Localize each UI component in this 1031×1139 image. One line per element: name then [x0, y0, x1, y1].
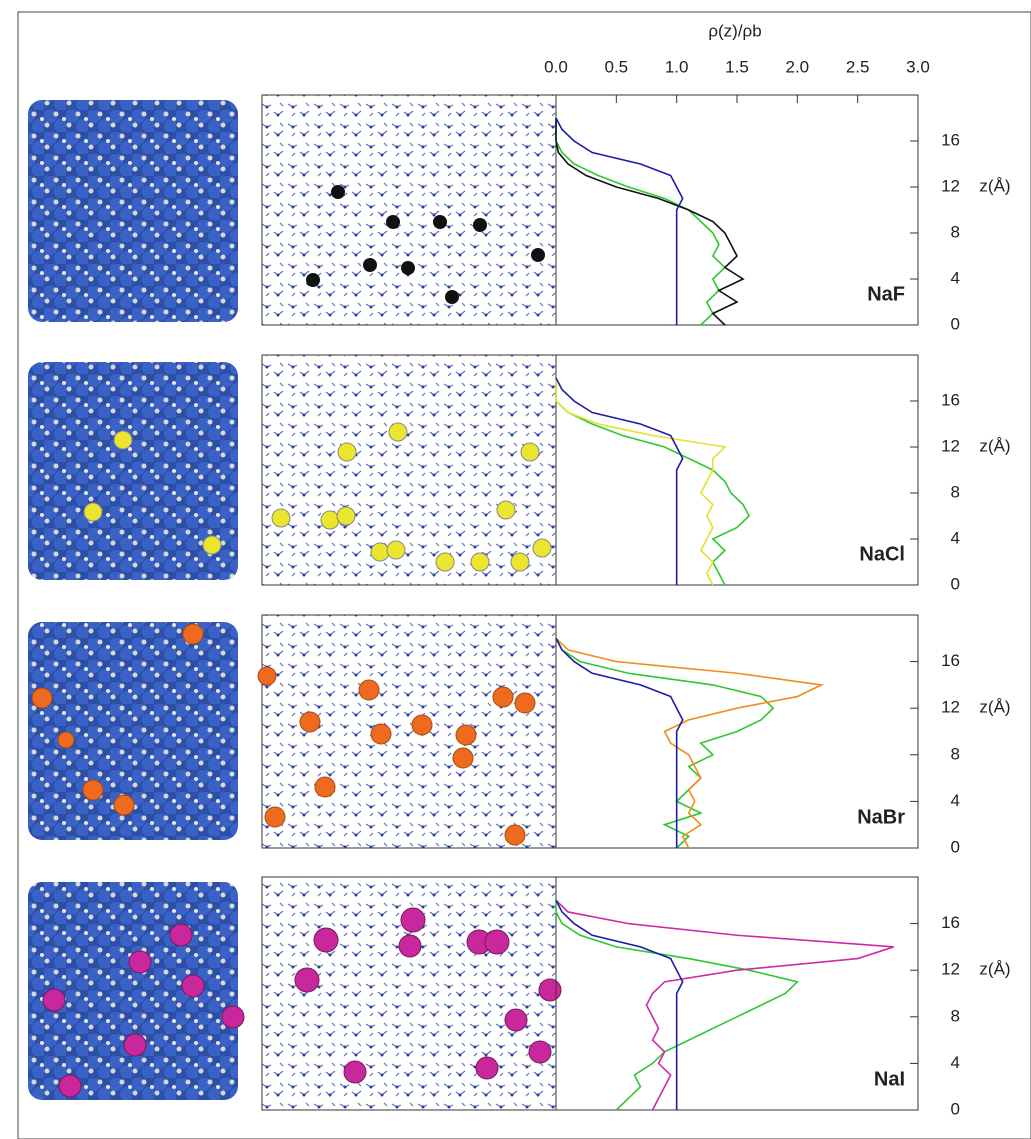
figure-border: [17, 11, 1031, 1139]
profile-line: [555, 378, 751, 586]
panel-label: NaCl: [859, 543, 905, 565]
profile-line: [555, 118, 727, 326]
x-tick-label: 3.0: [906, 57, 930, 76]
ions: [31, 623, 536, 846]
y-axis-label: z(Å): [979, 176, 1010, 195]
y-tick-label: 8: [951, 482, 960, 501]
profile-line: [555, 118, 745, 326]
top-view: [28, 622, 238, 840]
x-axis-label: ρ(z)/ρb: [708, 21, 761, 40]
ions: [42, 907, 562, 1098]
snapshots: [28, 94, 562, 1111]
y-tick-label: 0: [951, 1099, 960, 1118]
profile-line: [555, 117, 684, 325]
y-axis-label: z(Å): [979, 698, 1010, 717]
y-tick-label: 16: [941, 913, 960, 932]
plot-frame: [555, 354, 919, 586]
ions: [306, 185, 545, 304]
side-view: [261, 354, 557, 586]
y-tick-label: 0: [951, 314, 960, 333]
plot-frame: [555, 614, 919, 849]
profile-line: [555, 377, 684, 585]
panel-label: NaF: [867, 283, 905, 305]
y-axis-label: z(Å): [979, 960, 1010, 979]
profile-line: [555, 637, 825, 849]
y-tick-label: 12: [941, 960, 960, 979]
top-view: [28, 362, 238, 580]
y-tick-label: 0: [951, 574, 960, 593]
profile-line: [555, 637, 684, 848]
side-view: [261, 94, 557, 326]
y-tick-label: 0: [951, 837, 960, 856]
x-tick-label: 1.0: [665, 57, 689, 76]
ions: [83, 422, 552, 572]
x-tick-label: 0.5: [605, 57, 629, 76]
profile-line: [555, 637, 775, 849]
profile-line: [555, 899, 895, 1111]
y-tick-label: 16: [941, 390, 960, 409]
y-tick-label: 4: [951, 1053, 960, 1072]
y-tick-label: 12: [941, 436, 960, 455]
plot-frame: [555, 876, 919, 1111]
y-tick-label: 8: [951, 222, 960, 241]
y-tick-label: 8: [951, 744, 960, 763]
profile-line: [555, 899, 684, 1110]
x-tick-label: 2.0: [786, 57, 810, 76]
y-tick-label: 16: [941, 130, 960, 149]
side-view: [261, 614, 557, 849]
y-tick-label: 16: [941, 651, 960, 670]
y-axis-label: z(Å): [979, 436, 1010, 455]
plot-frame: [555, 94, 919, 326]
x-tick-label: 1.5: [725, 57, 749, 76]
panel-label: NaI: [874, 1068, 905, 1090]
y-tick-label: 4: [951, 268, 960, 287]
panel-label: NaBr: [857, 806, 905, 828]
x-tick-label: 2.5: [846, 57, 870, 76]
y-tick-label: 8: [951, 1006, 960, 1025]
y-tick-label: 4: [951, 528, 960, 547]
y-tick-label: 12: [941, 176, 960, 195]
x-tick-label: 0.0: [544, 57, 568, 76]
profile-line: [555, 378, 727, 586]
y-tick-label: 4: [951, 791, 960, 810]
profile-line: [555, 900, 799, 1111]
y-tick-label: 12: [941, 698, 960, 717]
top-view: [28, 100, 238, 322]
